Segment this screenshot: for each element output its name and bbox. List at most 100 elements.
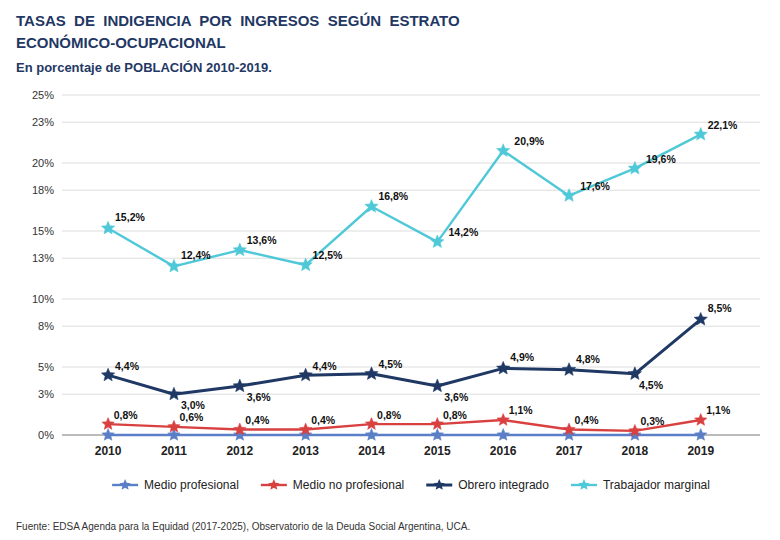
data-label: 0,3% (640, 415, 665, 427)
data-label: 4,9% (510, 351, 535, 363)
grid-line (62, 299, 760, 300)
point (629, 424, 641, 436)
x-tick-label: 2011 (161, 444, 187, 458)
legend-item: Obrero integrado (426, 478, 549, 492)
point (694, 312, 707, 325)
point (365, 367, 378, 380)
x-axis-line (62, 435, 760, 436)
data-label: 19,6% (646, 153, 676, 165)
data-label: 12,5% (313, 249, 343, 261)
legend-marker (268, 479, 279, 490)
data-label: 20,9% (514, 135, 544, 147)
point (233, 379, 246, 392)
point (234, 423, 246, 435)
point (497, 414, 509, 426)
data-label: 0,4% (311, 414, 336, 426)
data-label: 1,1% (706, 404, 731, 416)
point (562, 189, 575, 202)
series-line (108, 319, 701, 394)
data-label: 4,5% (378, 358, 403, 370)
data-label: 3,6% (247, 391, 272, 403)
grid-line (62, 122, 760, 123)
legend: Medio profesional Medio no profesional Obr… (112, 478, 710, 492)
data-label: 0,8% (377, 409, 402, 421)
data-label: 4,5% (639, 379, 664, 391)
subtitle: En porcentaje de POBLACIÓN 2010-2019. (16, 60, 272, 75)
point (695, 414, 707, 426)
point (497, 429, 509, 441)
data-label: 13,6% (247, 234, 277, 246)
series-line (108, 434, 701, 436)
data-label: 3,6% (444, 391, 469, 403)
point (102, 418, 114, 430)
grid-line (62, 95, 760, 96)
y-tick-label: 15% (32, 225, 54, 237)
data-label: 22,1% (708, 119, 738, 131)
x-tick-label: 2018 (622, 444, 649, 458)
data-label: 4,4% (115, 360, 140, 372)
y-tick-label: 0% (38, 429, 54, 441)
data-label: 4,8% (576, 353, 601, 365)
point (628, 367, 641, 380)
grid-line (62, 231, 760, 232)
legend-label: Trabajador marginal (603, 478, 710, 492)
x-tick-label: 2016 (490, 444, 517, 458)
y-tick-label: 5% (38, 361, 54, 373)
grid-line (62, 367, 760, 368)
legend-item: Trabajador marginal (571, 478, 710, 492)
series (101, 312, 707, 399)
point (299, 368, 312, 381)
data-label: 14,2% (448, 226, 478, 238)
y-tick-label: 18% (32, 184, 54, 196)
data-label: 0,4% (575, 414, 600, 426)
point (694, 127, 707, 140)
legend-label: Medio profesional (144, 478, 239, 492)
data-label: 17,6% (580, 180, 610, 192)
data-label: 0,8% (114, 409, 139, 421)
y-tick-label: 20% (32, 157, 54, 169)
grid-line (62, 394, 760, 395)
point (102, 429, 114, 441)
legend-marker (119, 479, 130, 490)
series-line (108, 134, 701, 266)
data-labels: 0,8% 0,6% 0,4% 0,4% 0,8% 0,8% 1,1% 0,4% 0,3% 1,1%… (114, 119, 738, 427)
point (101, 368, 114, 381)
point (233, 243, 246, 256)
data-label: 0,4% (245, 414, 270, 426)
plot-area (101, 127, 707, 440)
point (431, 379, 444, 392)
grid-line (62, 190, 760, 191)
data-label: 12,4% (181, 249, 211, 261)
point (497, 144, 510, 157)
data-label: 1,1% (509, 404, 534, 416)
data-label: 4,4% (313, 360, 338, 372)
point (101, 221, 114, 234)
series (101, 127, 707, 272)
point (299, 258, 312, 271)
x-tick-label: 2013 (292, 444, 319, 458)
legend-item: Medio no profesional (261, 478, 404, 492)
point (497, 361, 510, 374)
point (431, 429, 443, 441)
point (167, 387, 180, 400)
data-label: 0,8% (443, 409, 468, 421)
x-tick-label: 2019 (687, 444, 714, 458)
x-tick-label: 2017 (556, 444, 583, 458)
point (628, 161, 641, 174)
x-tick-label: 2012 (226, 444, 253, 458)
point (365, 429, 377, 441)
point (365, 200, 378, 213)
point (562, 363, 575, 376)
grid (62, 95, 760, 435)
point (167, 259, 180, 272)
x-tick-label: 2015 (424, 444, 451, 458)
data-label: 16,8% (378, 190, 408, 202)
y-tick-label: 23% (32, 116, 54, 128)
data-label: 0,6% (180, 411, 205, 423)
point (431, 235, 444, 248)
legend-marker (578, 479, 589, 490)
y-tick-label: 8% (38, 320, 54, 332)
legend-item: Medio profesional (112, 478, 239, 492)
legend-label: Medio no profesional (293, 478, 404, 492)
title: TASAS DE INDIGENCIA POR INGRESOS SEGÚN E… (16, 12, 460, 29)
